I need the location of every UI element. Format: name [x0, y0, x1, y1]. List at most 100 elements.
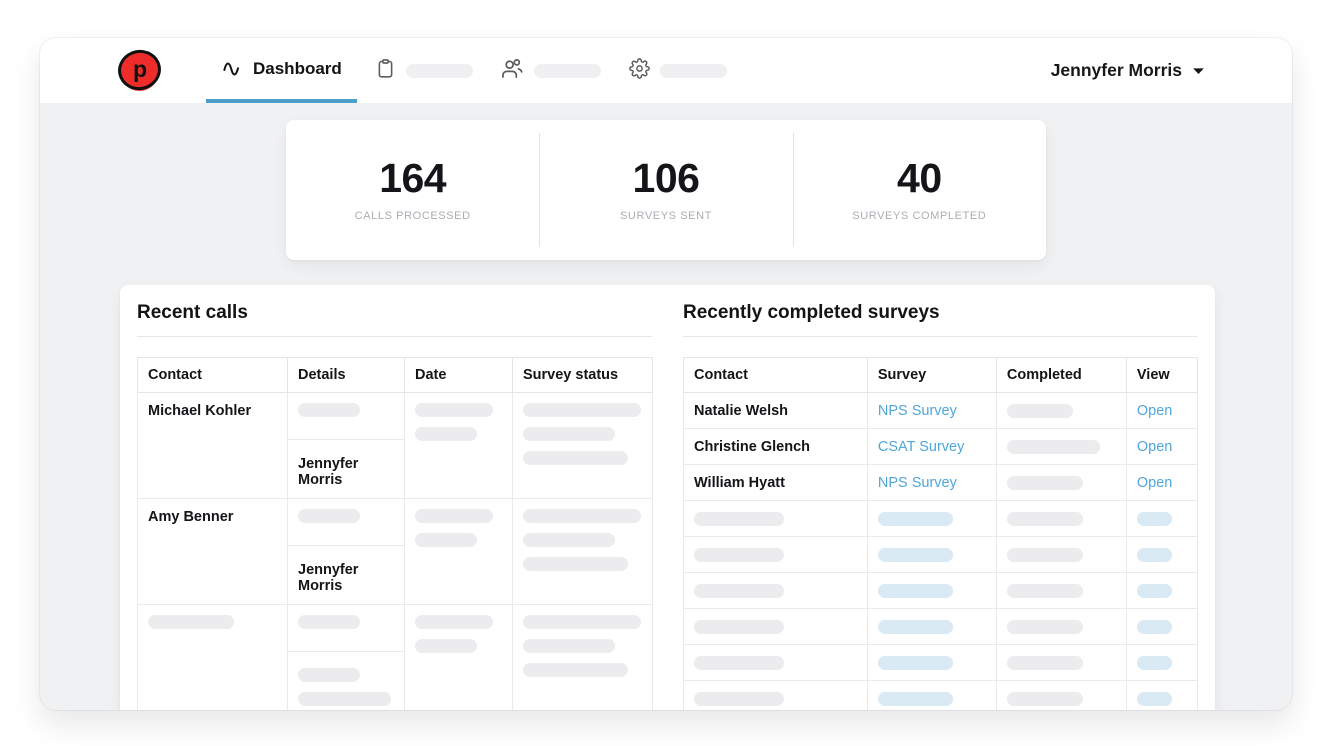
table-cell — [867, 537, 996, 573]
link[interactable]: NPS Survey — [878, 475, 957, 491]
table-cell — [684, 645, 868, 681]
table-cell — [1126, 501, 1197, 537]
stat-label: SURVEYS SENT — [620, 210, 712, 222]
details-sub-cell — [288, 393, 404, 440]
table-cell — [138, 605, 288, 711]
table-cell — [996, 501, 1126, 537]
logo-letter: p — [118, 48, 162, 94]
top-nav: p Dashboard — [40, 38, 1292, 103]
table-cell: Open — [1126, 429, 1197, 465]
placeholder-bar — [1007, 692, 1083, 706]
placeholder-bar — [415, 533, 477, 547]
placeholder-bar — [1007, 404, 1073, 418]
app-window: p Dashboard — [40, 38, 1292, 710]
recent-calls-section: Recent calls ContactDetailsDateSurvey st… — [137, 302, 652, 710]
stat-label: SURVEYS COMPLETED — [852, 210, 986, 222]
link[interactable]: Open — [1137, 439, 1172, 455]
column-header: Contact — [138, 358, 288, 393]
placeholder-bar — [1137, 584, 1172, 598]
placeholder-bar — [523, 557, 628, 571]
placeholder-bar — [1137, 512, 1172, 526]
table-cell — [684, 501, 868, 537]
placeholder-bar — [298, 668, 360, 682]
user-menu[interactable]: Jennyfer Morris — [1051, 60, 1205, 81]
table-cell: Natalie Welsh — [684, 393, 868, 429]
stat-value: 164 — [379, 158, 446, 199]
gear-icon — [629, 58, 650, 84]
cell-text: Jennyfer Morris — [298, 456, 358, 488]
table-cell: Michael Kohler — [138, 393, 288, 499]
table-row: Amy Benner Jennyfer Morris — [138, 499, 653, 605]
table-cell — [996, 465, 1126, 501]
logo[interactable]: p — [118, 48, 164, 94]
table-cell — [684, 609, 868, 645]
table-cell — [996, 429, 1126, 465]
table-cell — [867, 501, 996, 537]
cell-text: Natalie Welsh — [694, 403, 788, 419]
table-cell — [996, 573, 1126, 609]
table-cell — [867, 645, 996, 681]
placeholder-bar — [1007, 620, 1083, 634]
tab-settings-placeholder[interactable] — [629, 58, 727, 84]
placeholder-bar — [298, 509, 360, 523]
placeholder-bar — [523, 533, 615, 547]
stat-label: CALLS PROCESSED — [355, 210, 471, 222]
column-header: Survey status — [513, 358, 653, 393]
column-header: Contact — [684, 358, 868, 393]
tab-dashboard-label: Dashboard — [253, 59, 342, 79]
table-cell — [405, 605, 513, 711]
placeholder-bar — [1007, 548, 1083, 562]
placeholder-bar — [1007, 440, 1100, 454]
table-cell: Open — [1126, 393, 1197, 429]
recent-surveys-section: Recently completed surveys ContactSurvey… — [683, 302, 1198, 710]
placeholder-bar — [298, 692, 391, 706]
tab-surveys-placeholder[interactable] — [375, 58, 473, 84]
table-cell — [996, 645, 1126, 681]
link[interactable]: Open — [1137, 475, 1172, 491]
table-row: William HyattNPS SurveyOpen — [684, 465, 1198, 501]
table-cell — [405, 393, 513, 499]
table-cell — [684, 681, 868, 711]
details-sub-cell — [288, 652, 404, 710]
tab-label-placeholder — [660, 64, 727, 78]
column-header: View — [1126, 358, 1197, 393]
link[interactable]: Open — [1137, 403, 1172, 419]
table-cell: Open — [1126, 465, 1197, 501]
placeholder-bar — [415, 639, 477, 653]
table-cell: Amy Benner — [138, 499, 288, 605]
table-cell — [867, 681, 996, 711]
link[interactable]: CSAT Survey — [878, 439, 965, 455]
placeholder-bar — [878, 584, 953, 598]
table-cell — [288, 605, 405, 711]
placeholder-bar — [415, 615, 493, 629]
table-cell: NPS Survey — [867, 393, 996, 429]
placeholder-bar — [878, 548, 953, 562]
placeholder-bar — [523, 451, 628, 465]
table-cell — [1126, 537, 1197, 573]
table-cell — [867, 573, 996, 609]
placeholder-bar — [523, 663, 628, 677]
placeholder-bar — [878, 620, 953, 634]
chevron-down-icon — [1192, 60, 1205, 81]
placeholder-bar — [1137, 548, 1172, 562]
table-cell: Jennyfer Morris — [288, 499, 405, 605]
cell-text: Amy Benner — [148, 509, 233, 525]
table-cell — [996, 609, 1126, 645]
table-cell — [684, 573, 868, 609]
cell-text: Michael Kohler — [148, 403, 251, 419]
column-header: Details — [288, 358, 405, 393]
placeholder-bar — [878, 656, 953, 670]
table-row: Natalie Welsh NPS Survey Open — [684, 393, 1198, 429]
placeholder-bar — [148, 615, 234, 629]
placeholder-bar — [415, 509, 493, 523]
clipboard-icon — [375, 58, 396, 84]
link[interactable]: NPS Survey — [878, 403, 957, 419]
table-cell: Jennyfer Morris — [288, 393, 405, 499]
stat-value: 40 — [897, 158, 942, 199]
placeholder-bar — [298, 615, 360, 629]
tab-dashboard[interactable]: Dashboard — [206, 38, 357, 103]
table-row — [684, 609, 1198, 645]
header-row: ContactSurveyCompletedView — [684, 358, 1198, 393]
tab-contacts-placeholder[interactable] — [501, 57, 601, 85]
pulse-icon — [221, 57, 244, 80]
